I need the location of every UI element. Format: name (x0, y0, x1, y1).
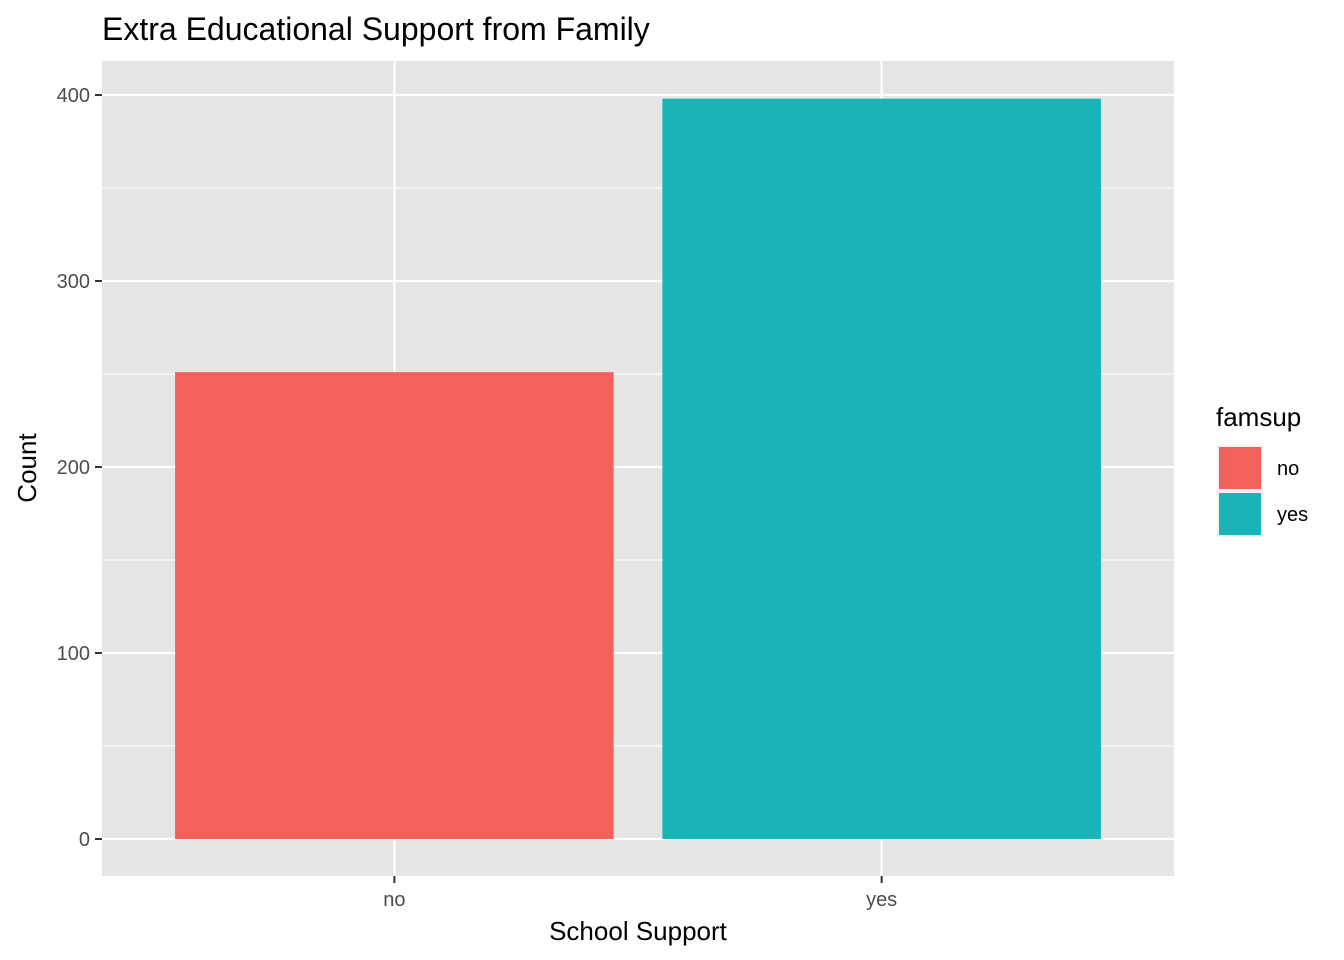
y-tick-label: 0 (79, 829, 90, 851)
chart-title: Extra Educational Support from Family (102, 11, 650, 47)
bar-yes (662, 98, 1101, 840)
y-tick-label: 100 (57, 643, 90, 665)
bar-no (175, 372, 614, 839)
legend-swatch-no (1219, 447, 1261, 489)
y-tick-label: 400 (57, 85, 90, 107)
bars (175, 98, 1101, 840)
y-tick-label: 200 (57, 457, 90, 479)
legend: famsup no yes (1216, 402, 1308, 537)
x-tick-label: no (383, 889, 405, 911)
y-axis: 0 100 200 300 400 (57, 85, 102, 851)
legend-title: famsup (1216, 402, 1301, 432)
legend-swatch-yes (1219, 493, 1261, 535)
legend-label-no: no (1277, 458, 1299, 480)
legend-label-yes: yes (1277, 504, 1308, 526)
y-axis-title: Count (12, 433, 42, 503)
x-axis: no yes (383, 876, 897, 911)
x-tick-label: yes (866, 889, 897, 911)
y-tick-label: 300 (57, 271, 90, 293)
x-axis-title: School Support (549, 916, 728, 946)
